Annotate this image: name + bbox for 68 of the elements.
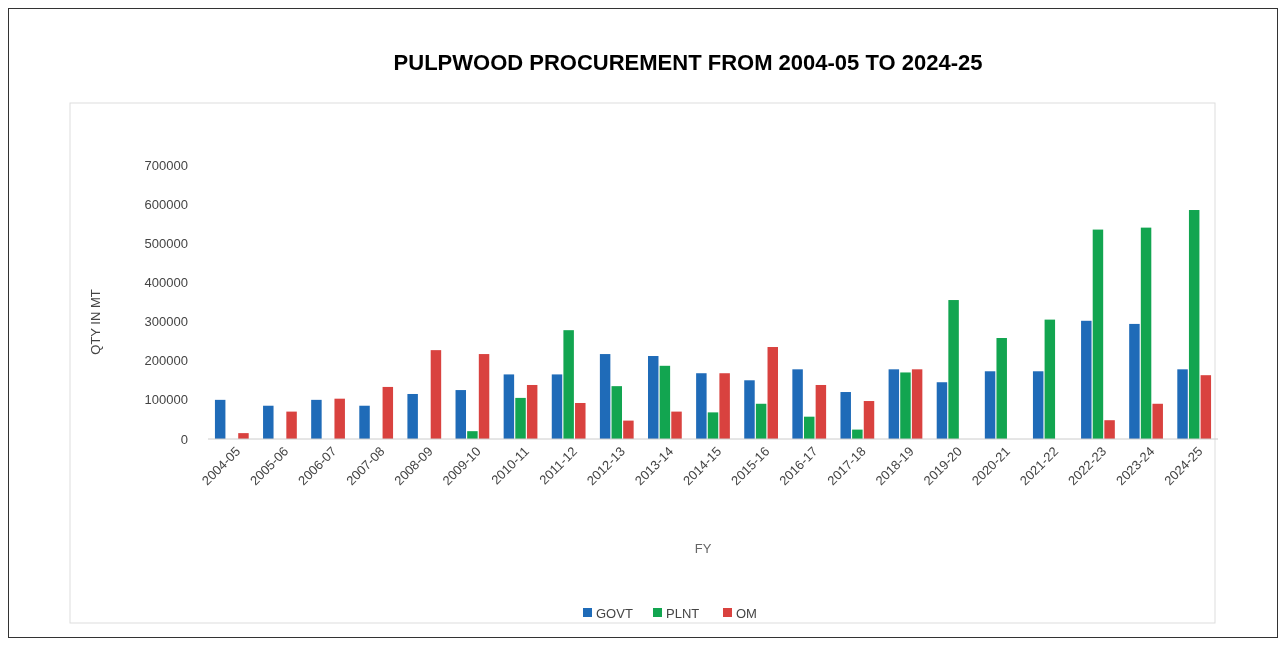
bar [478,354,490,439]
bar [1044,319,1056,439]
bar [334,398,345,439]
bar [744,380,755,439]
bar [455,390,467,439]
bar [1188,210,1200,439]
bar [840,392,851,439]
bar [767,347,778,439]
x-axis-title: FY [694,541,712,556]
bar [719,373,730,439]
bar [696,373,707,439]
bar [214,399,226,439]
bar [900,372,911,439]
bar [515,397,526,439]
bar [526,384,538,439]
bar [1081,320,1092,439]
bar [359,405,370,439]
bar [1129,323,1140,439]
bar [503,374,515,439]
y-tick-label: 600000 [144,196,188,212]
bar [563,330,574,439]
bar [659,365,671,439]
y-axis-title: QTY IN MT [88,289,103,355]
y-tick-label: 700000 [144,157,188,173]
bar [984,371,996,439]
bar [996,338,1007,439]
bar [623,420,634,439]
legend-label: OM [736,605,757,621]
bar [575,402,586,439]
bar [936,382,948,439]
y-tick-label: 100000 [144,392,188,408]
bar [707,412,719,439]
bar [382,386,394,439]
y-tick-label: 300000 [144,314,188,330]
bar [888,369,900,439]
bar [792,369,803,439]
y-tick-label: 0 [180,431,188,447]
y-tick-label: 500000 [144,235,188,251]
bar [911,369,923,439]
bar [551,374,563,439]
bar [1200,375,1212,439]
bar [311,399,322,439]
bar [755,403,767,439]
bar [1177,369,1188,439]
bar [852,429,863,439]
bar [430,350,442,439]
legend-label: PLNT [666,605,700,621]
bar [863,401,875,439]
legend-label: GOVT [596,605,633,621]
bar [286,411,297,439]
bar [467,431,478,439]
bar [1152,403,1163,439]
bar [1032,371,1044,439]
bar [671,411,682,439]
y-tick-label: 200000 [144,353,188,369]
bar [1140,227,1152,439]
bar [611,386,622,439]
y-tick-label: 400000 [144,274,188,290]
bar [648,356,659,439]
bar [407,393,418,439]
bar [948,300,959,439]
chart-title: PULPWOOD PROCUREMENT FROM 2004-05 TO 2024-25 [393,50,983,75]
bar [1092,229,1104,439]
bar [804,416,815,439]
bar [599,354,611,439]
bar [263,405,274,439]
bar [1104,420,1115,439]
bar [815,384,827,439]
